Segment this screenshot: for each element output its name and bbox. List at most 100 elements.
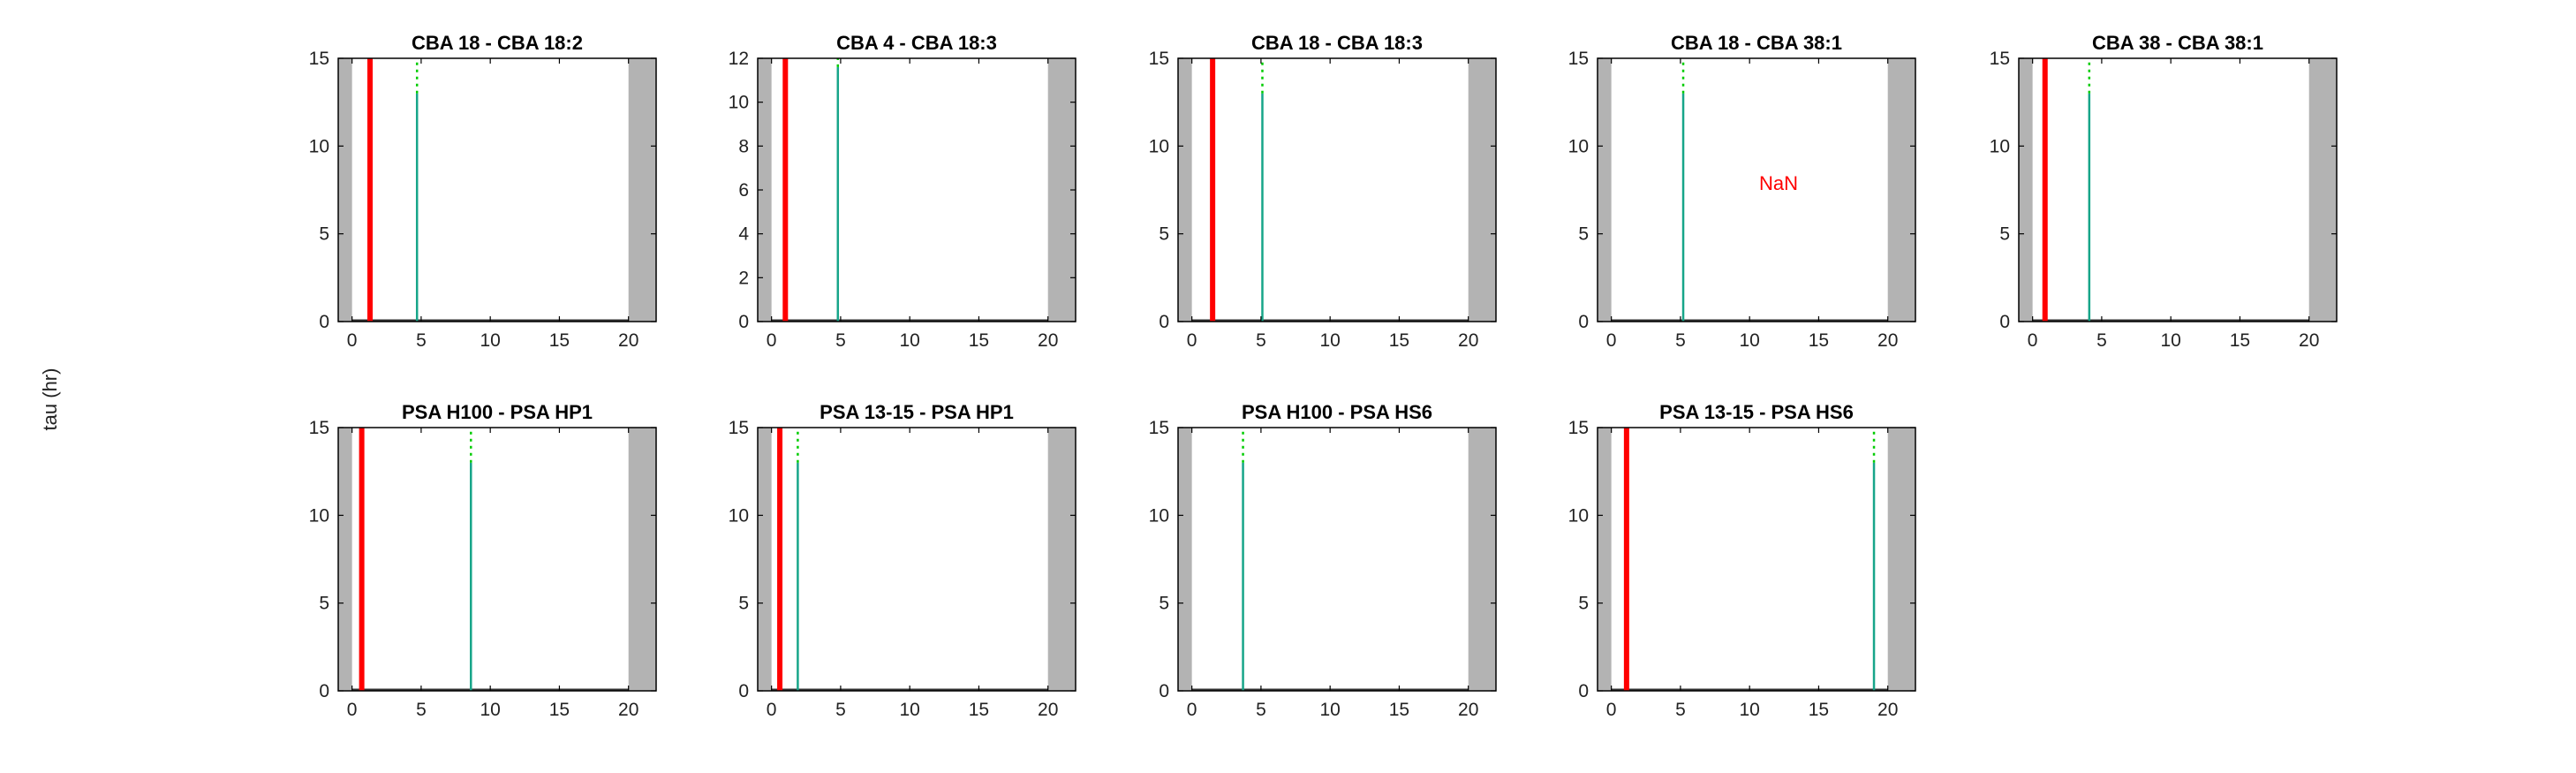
axes-frame	[1177, 427, 1497, 692]
subplot: 0 5 10 15 20 0 2 4 6 8 10 12 CBA 4 - CBA 18:3	[729, 32, 1076, 351]
annotation-nan: NaN	[1759, 172, 1798, 194]
x-tick-label: 15	[969, 700, 989, 720]
plot-area	[338, 58, 656, 322]
y-tick-label: 10	[1990, 136, 2010, 156]
shaded-region-left	[758, 58, 772, 322]
x-tick-label: 10	[899, 700, 919, 720]
y-tick-label: 0	[1578, 312, 1589, 332]
shaded-region-right	[1468, 58, 1496, 322]
subplot-title: CBA 18 - CBA 38:1	[1671, 32, 1842, 54]
x-tick-label: 10	[1319, 330, 1340, 351]
subplot-title: CBA 38 - CBA 38:1	[2092, 32, 2263, 54]
y-tick-label: 5	[319, 224, 329, 245]
y-tick-label: 15	[1568, 49, 1589, 69]
x-tick-label: 5	[416, 700, 427, 720]
figure-ylabel: tau (hr)	[39, 368, 61, 431]
shaded-region-left	[1598, 58, 1612, 322]
y-tick-label: 12	[729, 49, 749, 69]
x-tick-label: 10	[2160, 330, 2180, 351]
x-tick-label: 15	[549, 700, 570, 720]
subplot-title: CBA 18 - CBA 18:3	[1251, 32, 1423, 54]
shaded-region-right	[1047, 428, 1076, 691]
x-tick-label: 20	[618, 330, 638, 351]
y-tick-label: 0	[738, 312, 749, 332]
plot-area	[1178, 428, 1496, 691]
axes-frame	[1177, 57, 1497, 322]
y-tick-label: 10	[729, 93, 749, 113]
shaded-region-left	[2019, 58, 2033, 322]
shaded-region-right	[2308, 58, 2337, 322]
x-tick-label: 15	[2230, 330, 2250, 351]
x-tick-label: 0	[1606, 700, 1617, 720]
shaded-region-right	[628, 428, 656, 691]
x-tick-label: 10	[1319, 700, 1340, 720]
y-tick-label: 5	[319, 594, 329, 614]
subplot: 0 5 10 15 20 0 5 10 15 CBA 38 - CBA 38:1	[1990, 32, 2338, 351]
y-tick-label: 10	[309, 505, 329, 526]
axes-frame	[1597, 57, 1916, 322]
subplot-title: PSA H100 - PSA HP1	[402, 401, 593, 423]
x-tick-label: 15	[549, 330, 570, 351]
y-tick-label: 0	[319, 312, 329, 332]
x-tick-label: 5	[835, 330, 846, 351]
shaded-region-right	[1887, 58, 1915, 322]
y-tick-label: 0	[1578, 681, 1589, 701]
y-tick-label: 0	[319, 681, 329, 701]
shaded-region-right	[628, 58, 656, 322]
y-tick-label: 15	[309, 418, 329, 438]
subplot-title: PSA 13-15 - PSA HP1	[820, 401, 1014, 423]
y-tick-label: 0	[1159, 681, 1169, 701]
y-tick-label: 6	[738, 180, 749, 201]
shaded-region-left	[338, 58, 352, 322]
x-tick-label: 10	[480, 330, 500, 351]
x-tick-label: 5	[1675, 700, 1686, 720]
x-tick-label: 0	[1187, 330, 1197, 351]
shaded-region-left	[338, 428, 352, 691]
x-tick-label: 15	[1809, 700, 1829, 720]
shaded-region-left	[758, 428, 772, 691]
y-tick-label: 4	[738, 224, 749, 245]
y-tick-label: 10	[1568, 136, 1589, 156]
axes-frame	[337, 427, 657, 692]
x-tick-label: 10	[480, 700, 500, 720]
plot-area	[2019, 58, 2337, 322]
y-tick-label: 0	[1999, 312, 2010, 332]
x-tick-label: 20	[1458, 330, 1478, 351]
y-tick-label: 15	[1149, 418, 1169, 438]
shaded-region-right	[1468, 428, 1496, 691]
axes-frame	[2018, 57, 2338, 322]
x-tick-label: 20	[1038, 700, 1058, 720]
y-tick-label: 10	[309, 136, 329, 156]
x-tick-label: 0	[767, 700, 777, 720]
x-tick-label: 20	[1877, 330, 1898, 351]
shaded-region-left	[1178, 58, 1192, 322]
subplot: NaN 0 5 10 15 20 0 5 10 15 CBA 18 - CBA 38:1	[1568, 32, 1916, 351]
plot-area	[1178, 58, 1496, 322]
x-tick-label: 5	[416, 330, 427, 351]
plot-area	[758, 428, 1076, 691]
shaded-region-right	[1887, 428, 1915, 691]
subplot: 0 5 10 15 20 0 5 10 15 CBA 18 - CBA 18:2	[309, 32, 657, 351]
y-tick-label: 15	[729, 418, 749, 438]
y-tick-label: 2	[738, 268, 749, 288]
shaded-region-left	[1598, 428, 1612, 691]
axes-frame	[757, 427, 1076, 692]
y-tick-label: 5	[1159, 594, 1169, 614]
axes-frame	[337, 57, 657, 322]
axes-frame	[1597, 427, 1916, 692]
subplot-title: CBA 18 - CBA 18:2	[412, 32, 583, 54]
plot-area	[758, 58, 1076, 322]
x-tick-label: 10	[899, 330, 919, 351]
y-tick-label: 5	[1999, 224, 2010, 245]
subplot: 0 5 10 15 20 0 5 10 15 CBA 18 - CBA 18:3	[1149, 32, 1497, 351]
x-tick-label: 5	[2096, 330, 2107, 351]
x-tick-label: 20	[618, 700, 638, 720]
y-tick-label: 15	[309, 49, 329, 69]
x-tick-label: 15	[1389, 330, 1409, 351]
y-tick-label: 5	[1578, 594, 1589, 614]
y-tick-label: 10	[1149, 136, 1169, 156]
x-tick-label: 20	[1877, 700, 1898, 720]
x-tick-label: 5	[835, 700, 846, 720]
plot-area	[338, 428, 656, 691]
